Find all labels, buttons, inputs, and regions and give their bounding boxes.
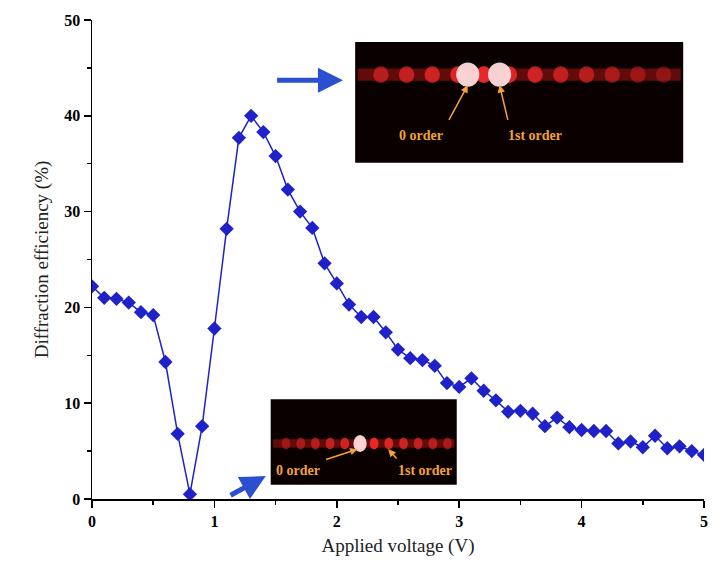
svg-text:50: 50 [64, 12, 80, 29]
svg-text:0: 0 [88, 513, 96, 530]
svg-text:0 order: 0 order [399, 128, 443, 143]
svg-text:20: 20 [64, 299, 80, 316]
svg-text:1st order: 1st order [398, 463, 452, 478]
svg-text:Diffraction efficiency (%): Diffraction efficiency (%) [31, 161, 53, 359]
svg-text:3: 3 [455, 513, 463, 530]
svg-text:1st order: 1st order [508, 128, 562, 143]
svg-text:40: 40 [64, 107, 80, 124]
svg-text:4: 4 [578, 513, 586, 530]
svg-text:1: 1 [210, 513, 218, 530]
svg-text:10: 10 [64, 395, 80, 412]
svg-text:0 order: 0 order [276, 463, 320, 478]
svg-text:5: 5 [700, 513, 708, 530]
svg-text:2: 2 [333, 513, 341, 530]
svg-text:30: 30 [64, 203, 80, 220]
svg-text:0: 0 [72, 491, 80, 508]
svg-text:Applied voltage (V): Applied voltage (V) [321, 535, 474, 557]
